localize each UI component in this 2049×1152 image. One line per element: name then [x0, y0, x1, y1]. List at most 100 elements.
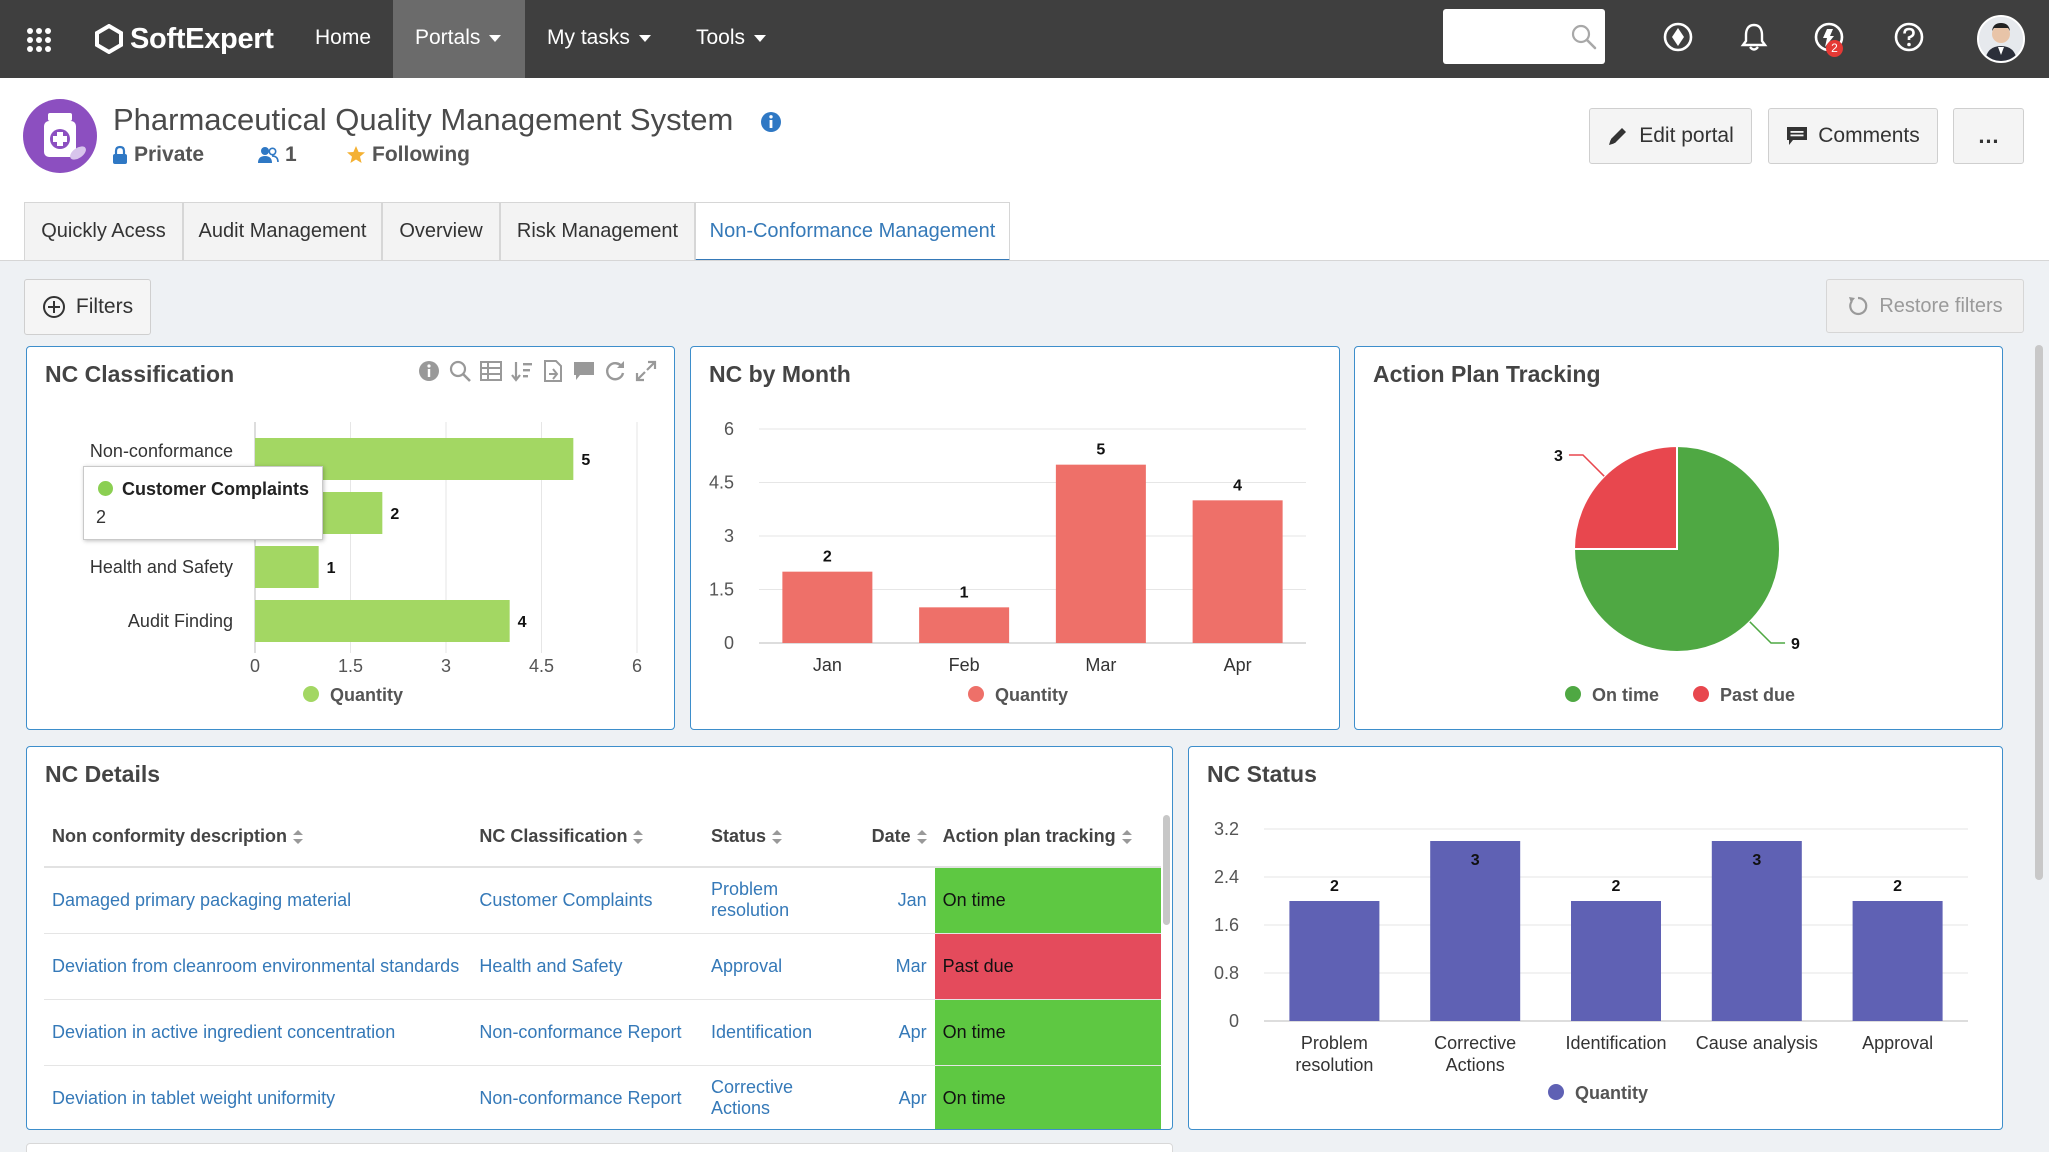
table-row[interactable]: Deviation in active ingredient concentra… — [44, 999, 1161, 1066]
x-tick-label: Identification — [1565, 1033, 1666, 1053]
table-row[interactable]: Deviation from cleanroom environmental s… — [44, 933, 1161, 1000]
description-link[interactable]: Deviation in active ingredient concentra… — [44, 999, 472, 1066]
tooltip-value: 2 — [96, 507, 107, 527]
refresh-icon[interactable] — [603, 359, 627, 383]
comment-icon[interactable] — [572, 359, 596, 383]
status-link[interactable]: Problem resolution — [703, 867, 851, 934]
date-link[interactable]: Mar — [850, 933, 935, 1000]
y-tick-label: 3 — [724, 526, 734, 546]
column-header-date[interactable]: Date — [850, 807, 935, 868]
date-link[interactable]: Jan — [850, 867, 935, 934]
user-avatar[interactable] — [1977, 15, 2025, 63]
status-link[interactable]: Approval — [703, 933, 851, 1000]
page-scrollbar[interactable] — [2035, 345, 2043, 880]
following-label: Following — [372, 143, 470, 166]
legend-dot — [303, 686, 319, 702]
nc-by-month-chart: 0 1.5 3 4.5 6 2 Jan 1 Feb 5 Mar 4 Apr Quantity — [709, 419, 1306, 705]
classification-link[interactable]: Non-conformance Report — [471, 1065, 704, 1129]
sort-icon[interactable] — [510, 359, 534, 383]
comments-button[interactable]: Comments — [1768, 108, 1938, 164]
table-scrollbar[interactable] — [1163, 815, 1170, 925]
info-icon[interactable] — [417, 359, 441, 383]
nav-tools[interactable]: Tools — [674, 0, 788, 78]
tooltip-series-name: Customer Complaints — [122, 479, 310, 499]
bar — [1711, 841, 1802, 1021]
top-navigation-bar: SoftExpert Home Portals My tasks Tools 2 — [0, 0, 2049, 78]
date-link[interactable]: Apr — [850, 999, 935, 1066]
tab-risk-management[interactable]: Risk Management — [500, 202, 695, 261]
expand-icon[interactable] — [634, 359, 658, 383]
status-link[interactable]: Corrective Actions — [703, 1065, 851, 1129]
privacy-label: Private — [134, 143, 205, 166]
nav-my-tasks-label: My tasks — [547, 26, 630, 49]
lock-icon — [113, 145, 127, 164]
export-icon[interactable] — [541, 359, 565, 383]
data-label: 9 — [1791, 636, 1800, 653]
column-header-label: Status — [711, 826, 767, 846]
info-icon[interactable] — [760, 111, 782, 133]
user-avatar-icon — [1979, 17, 2023, 61]
description-link[interactable]: Damaged primary packaging material — [44, 867, 472, 934]
date-link[interactable]: Apr — [850, 1065, 935, 1129]
table-row[interactable]: Deviation in tablet weight uniformity No… — [44, 1065, 1161, 1129]
nav-portals[interactable]: Portals — [393, 0, 525, 78]
y-tick-label: 0 — [1229, 1011, 1239, 1031]
compass-icon[interactable] — [1661, 20, 1695, 54]
description-link[interactable]: Deviation from cleanroom environmental s… — [44, 933, 472, 1000]
description-link[interactable]: Deviation in tablet weight uniformity — [44, 1065, 472, 1129]
more-options-label: … — [1977, 123, 2000, 148]
legend-label: Quantity — [1575, 1083, 1648, 1103]
zoom-icon[interactable] — [448, 359, 472, 383]
nav-home[interactable]: Home — [293, 0, 393, 78]
search-input[interactable] — [1451, 9, 1571, 62]
tab-overview[interactable]: Overview — [382, 202, 500, 261]
bell-icon[interactable] — [1737, 20, 1771, 54]
members-count-label: 1 — [285, 143, 297, 166]
chevron-down-icon — [489, 34, 502, 42]
sort-icon — [633, 830, 644, 845]
tab-quickly-acess[interactable]: Quickly Acess — [24, 202, 183, 261]
filters-button[interactable]: Filters — [24, 279, 151, 335]
x-tick-label: 3 — [441, 656, 451, 676]
column-header-label: Action plan tracking — [942, 826, 1116, 846]
restore-filters-button[interactable]: Restore filters — [1826, 279, 2024, 333]
classification-link[interactable]: Non-conformance Report — [471, 999, 704, 1066]
column-header-action-plan[interactable]: Action plan tracking — [934, 807, 1161, 868]
column-header-classification[interactable]: NC Classification — [471, 807, 704, 868]
next-panel-edge — [26, 1143, 1173, 1152]
bar — [255, 600, 510, 642]
members-count[interactable]: 1 — [257, 143, 297, 167]
nav-my-tasks[interactable]: My tasks — [525, 0, 673, 78]
edit-portal-button[interactable]: Edit portal — [1589, 108, 1752, 164]
table-icon[interactable] — [479, 359, 503, 383]
status-link[interactable]: Identification — [703, 999, 851, 1066]
classification-link[interactable]: Health and Safety — [471, 933, 704, 1000]
panel-title: NC Classification — [45, 361, 235, 387]
chart-toolbar — [417, 359, 658, 383]
nav-home-label: Home — [315, 26, 372, 49]
search-icon[interactable] — [1571, 24, 1597, 50]
classification-link[interactable]: Customer Complaints — [471, 867, 704, 934]
column-header-status[interactable]: Status — [703, 807, 851, 868]
y-tick-label: 1.6 — [1214, 915, 1239, 935]
x-tick-label: 4.5 — [529, 656, 554, 676]
following-toggle[interactable]: Following — [346, 143, 470, 167]
table-header-row: Non conformity description NC Classifica… — [44, 807, 1161, 868]
table-row[interactable]: Damaged primary packaging material Custo… — [44, 867, 1161, 934]
apps-grid-icon[interactable] — [26, 27, 52, 53]
y-tick-label: 0 — [724, 633, 734, 653]
data-label: 2 — [1612, 878, 1621, 895]
x-tick-label: Approval — [1862, 1033, 1933, 1053]
tab-non-conformance-management[interactable]: Non-Conformance Management — [695, 202, 1010, 261]
data-label: 3 — [1752, 852, 1761, 869]
action-plan-status: On time — [934, 999, 1161, 1066]
help-icon[interactable] — [1892, 20, 1926, 54]
more-options-button[interactable]: … — [1953, 108, 2024, 164]
action-plan-status: Past due — [934, 933, 1161, 1000]
brand-name: SoftExpert — [130, 22, 274, 55]
nc-by-month-panel: NC by Month 0 1.5 3 4.5 6 2 Jan 1 Feb 5 Mar 4 Apr Qua… — [690, 346, 1340, 730]
column-header-description[interactable]: Non conformity description — [44, 807, 472, 868]
bar — [1055, 464, 1146, 643]
softexpert-logo[interactable]: SoftExpert — [94, 22, 274, 56]
tab-audit-management[interactable]: Audit Management — [183, 202, 382, 261]
